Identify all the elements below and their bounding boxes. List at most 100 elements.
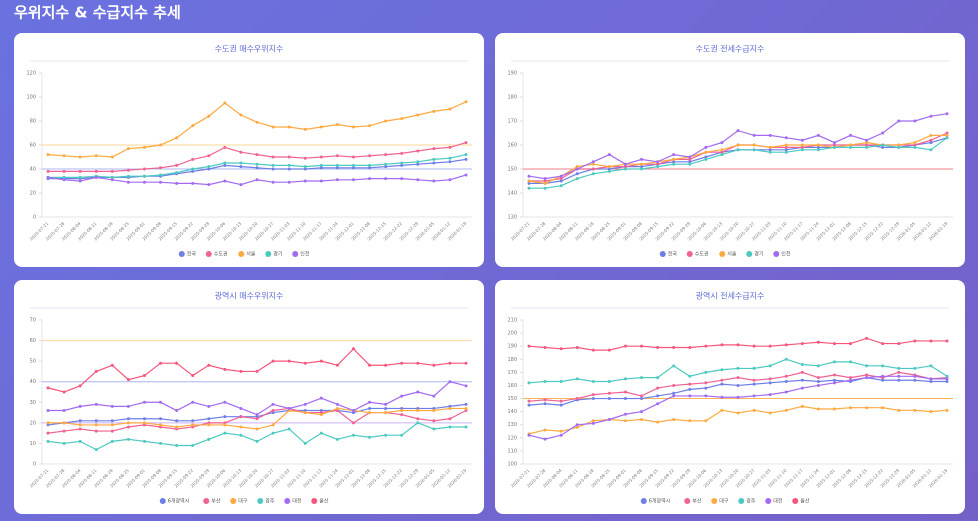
point [175,427,179,431]
point [110,404,114,408]
point [351,421,355,425]
point [62,421,66,425]
legend-swatch [711,498,718,504]
point [640,417,644,421]
legend-label: 서울 [246,251,256,258]
point [720,141,724,145]
point [94,369,98,373]
point [800,386,804,390]
point [832,373,836,377]
point [623,162,627,166]
point [368,406,372,410]
point [929,339,933,343]
point [784,143,788,147]
y-tick-label: 130 [507,422,517,428]
point [640,410,644,414]
legend-swatch [659,251,666,257]
point [881,131,885,135]
point [784,136,788,140]
y-tick-label: 190 [507,71,517,77]
point [400,161,404,165]
point [175,419,179,423]
point [175,425,179,429]
point [736,343,740,347]
point [816,148,820,152]
point [335,409,339,413]
point [159,417,163,421]
point [897,119,901,123]
point [832,145,836,149]
y-tick-label: 150 [507,396,517,402]
point [832,381,836,385]
point [945,408,949,412]
y-tick-label: 20 [30,191,36,197]
point [384,402,388,406]
point [271,409,275,413]
point [110,363,114,367]
legend-swatch [159,498,166,504]
point [688,387,692,391]
point [945,377,949,381]
point [126,417,130,421]
point [255,413,259,417]
point [816,380,820,384]
point [351,166,355,170]
point [591,380,595,384]
y-tick-label: 120 [507,435,517,441]
point [688,382,692,386]
point [207,437,211,441]
legend-label: 수도권 [214,251,228,258]
point [607,167,611,171]
point [62,175,66,179]
point [335,406,339,410]
legend-label: 대전 [292,498,302,505]
point [448,107,452,111]
chart-title: 수도권 전세수급지수 [696,44,765,54]
point [351,125,355,129]
y-tick-label: 140 [507,191,517,197]
point [432,147,436,151]
point [704,419,708,423]
point [527,186,531,190]
point [384,165,388,169]
point [881,143,885,147]
point [688,162,692,166]
point [543,437,547,441]
point [623,165,627,169]
point [335,178,339,182]
point [464,173,468,177]
point [800,342,804,346]
point [800,378,804,382]
legend-label: 전국 [668,251,678,258]
point [527,174,531,178]
point [448,361,452,365]
point [207,165,211,169]
point [335,163,339,167]
point [110,178,114,182]
point [46,409,50,413]
point [335,154,339,158]
point [656,402,660,406]
point [223,431,227,435]
point [432,394,436,398]
point [464,384,468,388]
point [559,403,563,407]
point [607,165,611,169]
point [432,161,436,165]
point [849,406,853,410]
point [800,138,804,142]
y-tick-label: 70 [30,318,36,324]
legend-label: 6개광역시 [168,498,190,505]
point [543,177,547,181]
point [672,417,676,421]
point [736,366,740,370]
point [271,167,275,171]
point [881,145,885,149]
point [351,163,355,167]
point [688,155,692,159]
point [752,366,756,370]
point [368,154,372,158]
point [303,411,307,415]
point [448,380,452,384]
